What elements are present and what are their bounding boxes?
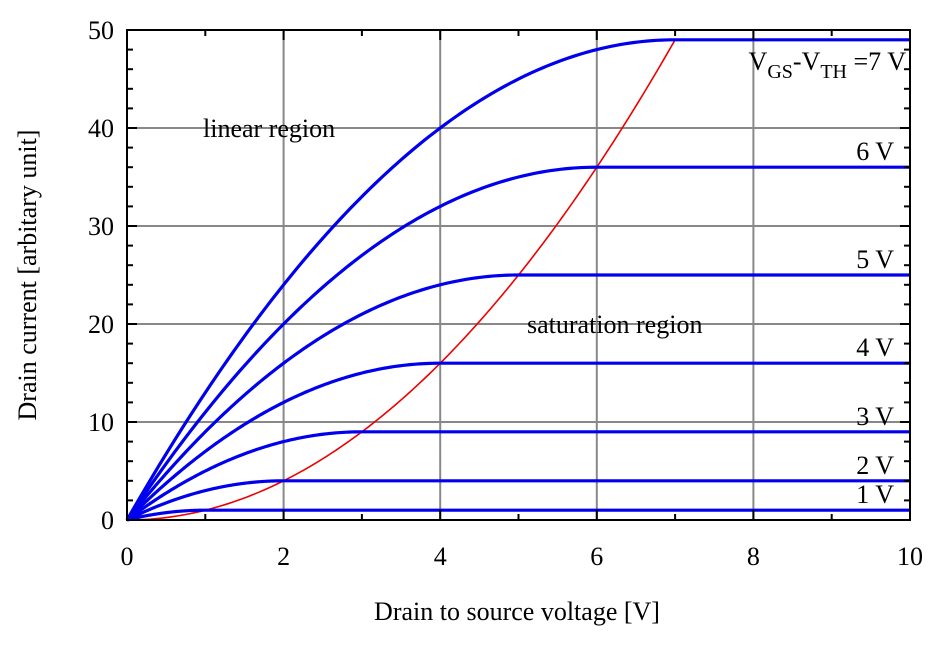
y-tick-label: 0 [101, 506, 114, 535]
series-line-7v [125, 38, 910, 521]
series-line-4v [125, 361, 910, 522]
curves [125, 38, 910, 522]
series-labels: 1 V2 V 3 V 4 V 5 V 6 V [856, 137, 894, 509]
top-label-v: V [749, 47, 768, 76]
x-tick-label: 6 [590, 542, 603, 571]
linear-region-annotation: linear region [203, 114, 335, 143]
grid-lines [127, 30, 910, 520]
series-label-3v: 3 V [856, 402, 894, 431]
top-label-dash-v: -V [793, 47, 821, 76]
series-label-2v: 2 V [856, 451, 894, 480]
saturation-boundary-curve [126, 39, 676, 521]
x-axis-label: Drain to source voltage [V] [374, 597, 660, 626]
top-label-sub-gs: GS [767, 61, 793, 83]
saturation-region-annotation: saturation region [527, 310, 702, 339]
series-label-6v: 6 V [856, 137, 894, 166]
tick-marks [126, 29, 911, 521]
series-label-4v: 4 V [856, 333, 894, 362]
y-tick-label: 10 [88, 408, 114, 437]
top-label-sub-th: TH [820, 61, 847, 83]
tick-labels: 0 2 4 6 8 10 0 10 20 30 40 50 [88, 16, 923, 571]
series-line-5v [125, 273, 910, 522]
y-tick-label: 40 [88, 114, 114, 143]
series-line-3v [126, 430, 910, 522]
x-tick-label: 8 [747, 542, 760, 571]
x-tick-label: 0 [121, 542, 134, 571]
top-label-value: =7 V [847, 47, 906, 76]
x-tick-label: 4 [434, 542, 447, 571]
series-line-2v [126, 479, 910, 522]
y-tick-label: 20 [88, 310, 114, 339]
y-tick-label: 50 [88, 16, 114, 45]
x-tick-label: 10 [897, 542, 923, 571]
top-series-label: VGS-VTH =7 V [749, 47, 907, 83]
series-label-1v: 1 V [856, 480, 894, 509]
x-tick-label: 2 [277, 542, 290, 571]
series-label-5v: 5 V [856, 245, 894, 274]
series-line-1v [126, 508, 910, 522]
series-line-6v [125, 165, 910, 521]
y-tick-label: 30 [88, 212, 114, 241]
y-axis-label: Drain current [arbitary unit] [13, 130, 42, 421]
